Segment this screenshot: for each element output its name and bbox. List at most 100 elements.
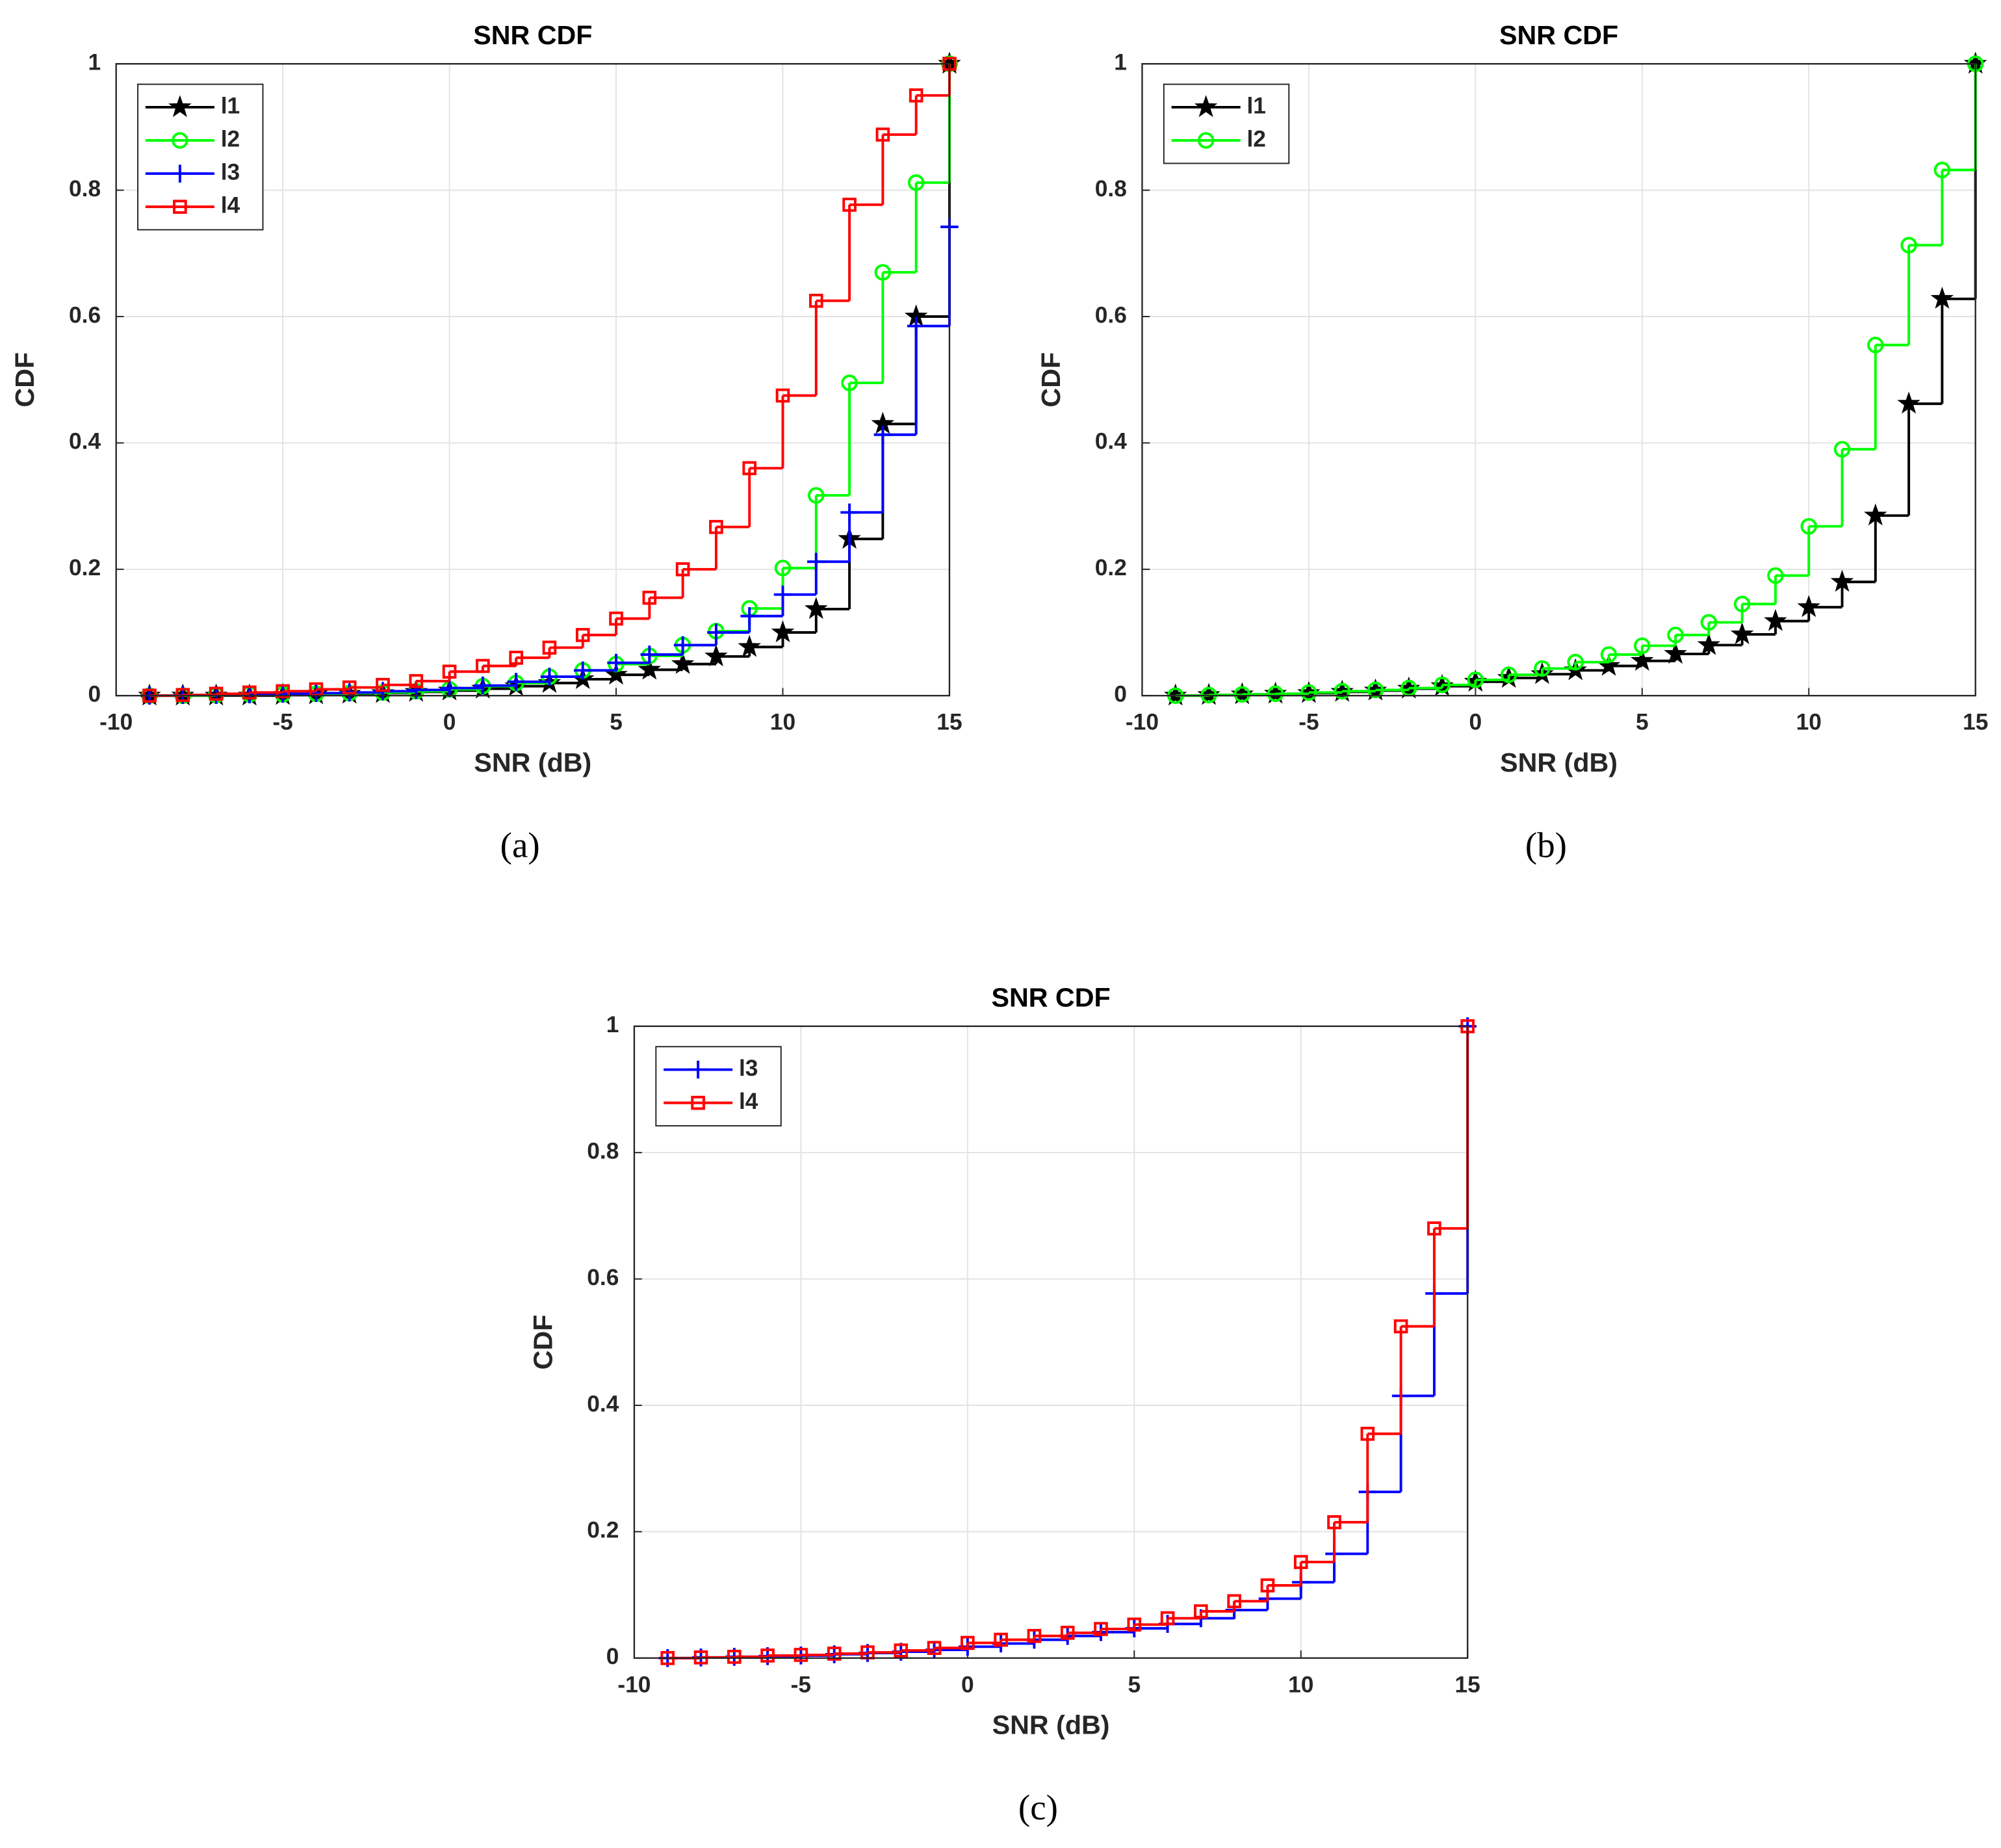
y-axis-label: CDF bbox=[528, 1314, 558, 1370]
y-axis-label: CDF bbox=[10, 352, 40, 408]
x-tick-label: 5 bbox=[610, 710, 623, 735]
marker bbox=[642, 590, 657, 605]
marker bbox=[804, 597, 828, 619]
y-tick-label: 0.4 bbox=[587, 1391, 619, 1416]
marker bbox=[675, 562, 690, 577]
marker bbox=[171, 164, 189, 183]
y-tick-label: 1 bbox=[1114, 50, 1127, 75]
marker bbox=[1360, 1426, 1375, 1441]
marker bbox=[1933, 161, 1951, 179]
chart-title: SNR CDF bbox=[991, 982, 1110, 1012]
marker bbox=[1664, 642, 1687, 664]
marker bbox=[1233, 686, 1251, 703]
marker bbox=[342, 680, 357, 695]
marker bbox=[1060, 1626, 1075, 1640]
caption: (a) bbox=[500, 825, 540, 865]
marker bbox=[673, 636, 692, 655]
caption: (b) bbox=[1525, 825, 1567, 865]
marker bbox=[1631, 649, 1654, 671]
marker bbox=[873, 426, 892, 444]
legend-label: l2 bbox=[221, 126, 240, 151]
x-tick-label: -10 bbox=[617, 1672, 651, 1697]
marker bbox=[994, 1632, 1008, 1647]
marker bbox=[172, 132, 188, 149]
axes-box bbox=[633, 1025, 1469, 1659]
marker bbox=[376, 677, 390, 692]
marker bbox=[640, 645, 659, 664]
marker bbox=[476, 658, 490, 673]
marker bbox=[507, 673, 525, 691]
marker bbox=[1800, 517, 1818, 535]
x-tick-label: -5 bbox=[1298, 710, 1319, 735]
x-tick-label: 15 bbox=[1963, 710, 1988, 735]
marker bbox=[1434, 676, 1451, 694]
marker bbox=[907, 317, 925, 335]
marker bbox=[775, 388, 790, 403]
marker bbox=[1293, 1555, 1308, 1569]
marker bbox=[1797, 595, 1821, 618]
marker bbox=[1600, 646, 1618, 663]
marker bbox=[927, 1641, 942, 1656]
y-tick-label: 0.6 bbox=[69, 302, 101, 328]
marker bbox=[1227, 1594, 1241, 1609]
marker bbox=[442, 664, 457, 679]
marker bbox=[1567, 653, 1584, 671]
x-tick-label: -5 bbox=[791, 1672, 811, 1697]
y-tick-label: 1 bbox=[88, 50, 101, 75]
marker bbox=[704, 644, 728, 667]
marker bbox=[773, 585, 792, 604]
marker bbox=[1334, 683, 1350, 700]
y-axis-label: CDF bbox=[1036, 352, 1066, 408]
y-tick-label: 0.8 bbox=[1095, 176, 1127, 202]
legend-label: l3 bbox=[739, 1056, 758, 1081]
y-tick-label: 0.4 bbox=[1095, 429, 1127, 454]
legend-box bbox=[655, 1046, 782, 1126]
legend-label: l3 bbox=[221, 159, 240, 185]
x-tick-label: 10 bbox=[770, 710, 795, 735]
chart: -10 -5 0 5 10 15 0 0.2 0.4 0.6 0.8 1 SNR CDF SNR (dB)… bbox=[10, 20, 962, 865]
chart-title: SNR CDF bbox=[473, 20, 592, 50]
marker bbox=[1833, 441, 1851, 458]
x-tick-label: 15 bbox=[936, 710, 962, 735]
marker bbox=[607, 653, 625, 672]
marker bbox=[1667, 627, 1684, 644]
marker bbox=[1864, 503, 1887, 526]
marker bbox=[1094, 1622, 1108, 1636]
x-tick-label: -10 bbox=[99, 710, 133, 735]
marker bbox=[1730, 622, 1754, 645]
marker bbox=[841, 374, 858, 391]
x-tick-label: 15 bbox=[1455, 1672, 1480, 1697]
y-tick-label: 0.2 bbox=[587, 1518, 619, 1543]
marker bbox=[168, 95, 192, 118]
marker bbox=[509, 651, 523, 665]
axes-box bbox=[1141, 63, 1976, 697]
marker bbox=[842, 198, 857, 212]
x-tick-label: 0 bbox=[1469, 710, 1482, 735]
legend-label: l1 bbox=[221, 93, 240, 118]
marker bbox=[808, 487, 825, 504]
marker bbox=[1500, 666, 1517, 683]
marker bbox=[689, 1060, 707, 1079]
legend-box bbox=[1163, 83, 1290, 164]
legend-label: l1 bbox=[1246, 93, 1265, 118]
marker bbox=[1160, 1611, 1175, 1626]
x-axis-label: SNR (dB) bbox=[992, 1710, 1110, 1740]
marker bbox=[794, 1648, 808, 1662]
marker bbox=[727, 1650, 742, 1664]
marker bbox=[474, 676, 492, 695]
x-tick-label: -5 bbox=[272, 710, 292, 735]
marker bbox=[1900, 237, 1917, 254]
marker bbox=[574, 661, 592, 680]
marker bbox=[1930, 287, 1954, 309]
marker bbox=[1127, 1617, 1142, 1632]
marker bbox=[875, 127, 890, 142]
legend-label: l2 bbox=[1246, 126, 1265, 151]
marker bbox=[1897, 391, 1920, 414]
x-tick-label: 10 bbox=[1288, 1672, 1313, 1697]
chart: -10 -5 0 5 10 15 0 0.2 0.4 0.6 0.8 1 SNR CDF SNR (dB)… bbox=[1036, 20, 1988, 865]
marker bbox=[409, 674, 424, 688]
marker bbox=[1393, 1319, 1408, 1334]
marker bbox=[1327, 1515, 1341, 1529]
x-tick-label: 5 bbox=[1128, 1672, 1141, 1697]
marker bbox=[740, 606, 758, 625]
